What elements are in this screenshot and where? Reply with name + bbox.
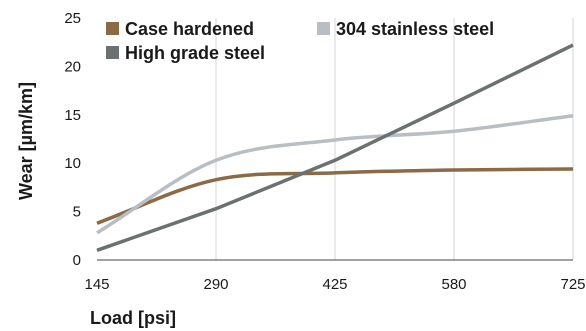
y-tick-label: 15 [64, 107, 81, 124]
legend-swatch-304-stainless-steel [317, 22, 330, 35]
series-line-high-grade-steel [96, 43, 574, 252]
y-tick-label: 0 [73, 252, 81, 269]
legend-label-high-grade-steel: High grade steel [125, 43, 265, 63]
y-tick-label: 20 [64, 58, 81, 75]
x-tick-label: 725 [560, 276, 585, 293]
y-tick-label: 5 [73, 204, 81, 221]
legend-label-case-hardened: Case hardened [125, 19, 254, 39]
grid-layer [215, 18, 574, 260]
y-tick-label: 25 [64, 10, 81, 27]
legend: Case hardened 304 stainless steel High gra… [106, 19, 494, 63]
series-layer [96, 43, 574, 252]
y-tick-label: 10 [64, 155, 81, 172]
y-axis-title: Wear [µm/km] [16, 82, 36, 200]
series-line-case-hardened [96, 167, 574, 225]
series-line-304-stainless-steel [96, 114, 574, 235]
x-axis-title: Load [psi] [90, 308, 176, 328]
x-tick-label: 145 [84, 276, 109, 293]
x-tick-label: 425 [322, 276, 347, 293]
legend-label-304-stainless-steel: 304 stainless steel [336, 19, 494, 39]
legend-swatch-case-hardened [106, 22, 119, 35]
x-tick-label: 290 [203, 276, 228, 293]
axis-layer: Load [psi] Wear [µm/km] 145 290 425 580 725 0… [16, 10, 586, 328]
x-tick-label: 580 [441, 276, 466, 293]
legend-swatch-high-grade-steel [106, 46, 119, 59]
